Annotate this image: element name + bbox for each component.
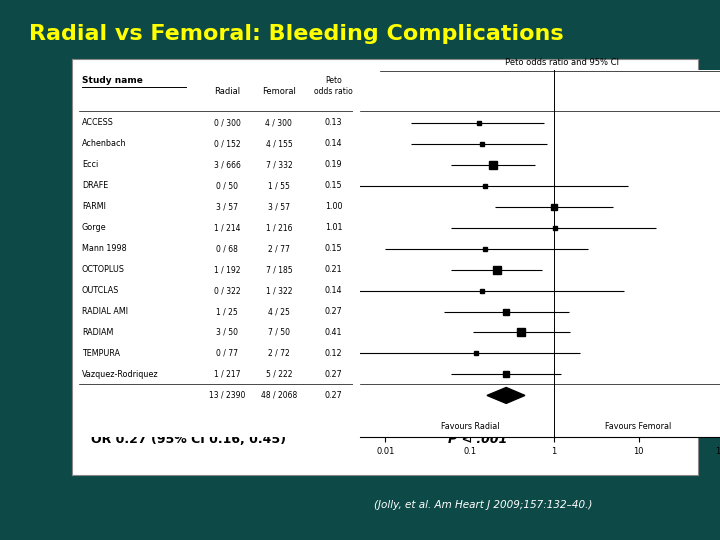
Text: OCTOPLUS: OCTOPLUS (82, 265, 125, 274)
Text: 1 / 55: 1 / 55 (268, 181, 290, 190)
Text: 0.41: 0.41 (325, 328, 343, 337)
Polygon shape (487, 388, 525, 403)
Text: 4 / 155: 4 / 155 (266, 139, 292, 148)
Text: 4 / 300: 4 / 300 (266, 118, 292, 127)
Text: 48 / 2068: 48 / 2068 (261, 391, 297, 400)
Text: 1.01: 1.01 (325, 223, 343, 232)
Text: 1 / 25: 1 / 25 (216, 307, 238, 316)
Text: 0 / 68: 0 / 68 (216, 244, 238, 253)
Text: RADIAL AMI: RADIAL AMI (82, 307, 128, 316)
Text: Major Bleeding: Major Bleeding (91, 72, 199, 85)
Text: DRAFE: DRAFE (82, 181, 108, 190)
Text: Femoral: Femoral (262, 87, 296, 96)
Text: 2 / 77: 2 / 77 (268, 244, 290, 253)
Text: 7 / 332: 7 / 332 (266, 160, 292, 169)
Text: Mann 1998: Mann 1998 (82, 244, 127, 253)
Text: Achenbach: Achenbach (82, 139, 127, 148)
Text: Ecci: Ecci (82, 160, 98, 169)
Text: Peto: Peto (325, 76, 342, 85)
Text: 0 / 322: 0 / 322 (214, 286, 240, 295)
Text: 1 / 217: 1 / 217 (214, 370, 240, 379)
Text: 1 / 192: 1 / 192 (214, 265, 240, 274)
Text: TEMPURA: TEMPURA (82, 349, 120, 358)
Text: 0.15: 0.15 (325, 181, 343, 190)
Text: 5 / 222: 5 / 222 (266, 370, 292, 379)
Text: Favours Radial: Favours Radial (441, 422, 499, 431)
Text: Peto odds ratio and 95% CI: Peto odds ratio and 95% CI (505, 58, 618, 66)
Text: 0.12: 0.12 (325, 349, 343, 358)
Text: Radial vs Femoral: Bleeding Complications: Radial vs Femoral: Bleeding Complication… (29, 24, 564, 44)
Text: 1 / 214: 1 / 214 (214, 223, 240, 232)
Text: FARMI: FARMI (82, 202, 106, 211)
Text: 3 / 50: 3 / 50 (216, 328, 238, 337)
Text: (Jolly, et al. Am Heart J 2009;157:132–40.): (Jolly, et al. Am Heart J 2009;157:132–4… (374, 500, 593, 510)
Text: 1 / 216: 1 / 216 (266, 223, 292, 232)
Text: 4 / 25: 4 / 25 (268, 307, 290, 316)
Text: 0.13: 0.13 (325, 118, 343, 127)
Text: 1 / 322: 1 / 322 (266, 286, 292, 295)
Text: 3 / 57: 3 / 57 (268, 202, 290, 211)
Text: OR 0.27 (95% CI 0.16, 0.45): OR 0.27 (95% CI 0.16, 0.45) (91, 433, 294, 446)
Text: 0 / 77: 0 / 77 (216, 349, 238, 358)
Text: ACCESS: ACCESS (82, 118, 114, 127)
Text: 3 / 57: 3 / 57 (216, 202, 238, 211)
Text: 7 / 185: 7 / 185 (266, 265, 292, 274)
Text: 0.21: 0.21 (325, 265, 343, 274)
Text: 0 / 152: 0 / 152 (214, 139, 240, 148)
Text: 0.14: 0.14 (325, 286, 343, 295)
Text: 2 / 72: 2 / 72 (268, 349, 290, 358)
Text: Vazquez-Rodriquez: Vazquez-Rodriquez (82, 370, 158, 379)
Text: Radial: Radial (214, 87, 240, 96)
Text: 0.27: 0.27 (325, 307, 343, 316)
Text: Study name: Study name (82, 76, 143, 85)
Text: Gorge: Gorge (82, 223, 107, 232)
Text: P < .001: P < .001 (448, 433, 507, 446)
Text: 0.27: 0.27 (325, 391, 343, 400)
Text: 1.00: 1.00 (325, 202, 343, 211)
Text: 3 / 666: 3 / 666 (214, 160, 240, 169)
Text: 0.19: 0.19 (325, 160, 343, 169)
Text: 0.27: 0.27 (325, 370, 343, 379)
Text: 0.15: 0.15 (325, 244, 343, 253)
Text: 7 / 50: 7 / 50 (268, 328, 290, 337)
Text: odds ratio: odds ratio (314, 87, 353, 96)
Text: 0 / 300: 0 / 300 (214, 118, 240, 127)
Text: 0.14: 0.14 (325, 139, 343, 148)
Text: RADIAM: RADIAM (82, 328, 113, 337)
Text: 0 / 50: 0 / 50 (216, 181, 238, 190)
Text: Favours Femoral: Favours Femoral (606, 422, 672, 431)
Text: OUTCLAS: OUTCLAS (82, 286, 120, 295)
Text: 13 / 2390: 13 / 2390 (209, 391, 245, 400)
